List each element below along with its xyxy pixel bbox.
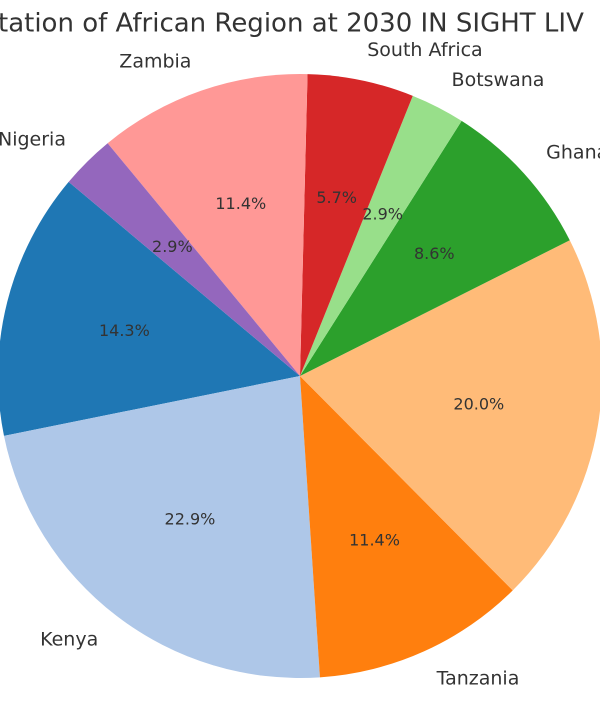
pie-slice — [300, 74, 413, 376]
slice-label: Kenya — [40, 628, 98, 650]
slice-label: Tanzania — [436, 667, 520, 689]
chart-title: tation of African Region at 2030 IN SIGH… — [0, 9, 584, 39]
slice-percent: 14.3% — [99, 321, 150, 340]
slice-percent: 8.6% — [414, 244, 455, 263]
slice-percent: 2.9% — [152, 237, 193, 256]
slice-percent: 20.0% — [453, 395, 504, 414]
pie-slice — [300, 120, 570, 377]
slice-label: Nigeria — [0, 129, 66, 151]
slice-percent: 11.4% — [349, 531, 400, 550]
slice-label: Botswana — [452, 69, 545, 91]
slice-percent: 11.4% — [215, 194, 266, 213]
pie-slice — [300, 376, 513, 678]
slice-label: Ghana — [546, 141, 600, 163]
pie-slice — [0, 181, 300, 436]
pie-slice — [3, 376, 320, 678]
slice-percent: 22.9% — [165, 509, 216, 528]
pie-slice — [300, 240, 600, 591]
slice-label: Zambia — [119, 51, 191, 73]
pie-slice — [107, 74, 308, 376]
slice-percent: 5.7% — [316, 188, 357, 207]
pie-slice — [300, 95, 462, 377]
slice-percent: 2.9% — [362, 204, 403, 223]
pie-slice — [68, 143, 301, 376]
slice-label: South Africa — [367, 39, 482, 61]
